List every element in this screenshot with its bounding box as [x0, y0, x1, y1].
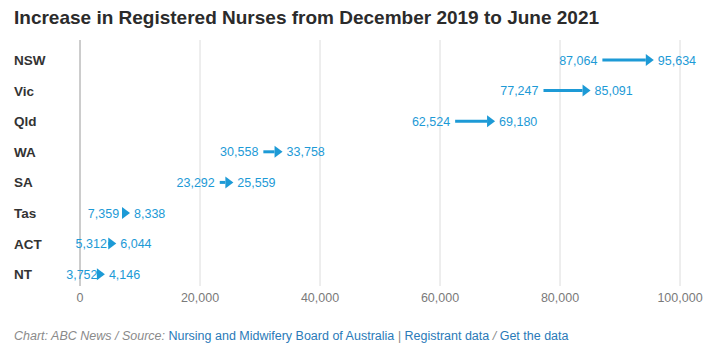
arrow-head [225, 176, 233, 188]
source-link[interactable]: Nursing and Midwifery Board of Australia [168, 329, 394, 343]
arrow-head [122, 207, 130, 219]
category-label: Qld [14, 114, 37, 129]
chart: Increase in Registered Nurses from Decem… [0, 0, 723, 351]
arrow-head [646, 54, 654, 66]
category-label: WA [14, 145, 36, 160]
arrow-shaft [543, 89, 582, 92]
grid-line [440, 40, 441, 286]
category-label: SA [14, 175, 33, 190]
arrow [455, 115, 495, 127]
data-label: 77,247 [500, 84, 538, 98]
data-label: 69,180 [499, 115, 537, 129]
category-label: Tas [14, 206, 36, 221]
category-label: NSW [14, 53, 46, 68]
tick-label: 100,000 [657, 291, 702, 305]
arrow [122, 207, 130, 219]
source: Chart: ABC News / Source: Nursing and Mi… [14, 329, 569, 343]
arrow [97, 268, 105, 280]
grid [80, 40, 680, 286]
arrow-shaft [263, 150, 274, 153]
arrows [97, 54, 654, 280]
data-label: 5,312 [76, 237, 107, 251]
data-label: 62,524 [412, 115, 450, 129]
arrow-shaft [455, 120, 487, 123]
source-link[interactable]: Get the data [500, 329, 569, 343]
category-label: ACT [14, 237, 42, 252]
arrow [543, 85, 590, 97]
arrow [108, 238, 116, 250]
arrow-head [275, 146, 283, 158]
category-label: NT [14, 267, 33, 282]
title: Increase in Registered Nurses from Decem… [14, 7, 599, 28]
category-label: Vic [14, 84, 35, 99]
arrow [220, 176, 234, 188]
data-label: 4,146 [109, 268, 140, 282]
source-text: / [489, 329, 499, 343]
data-label: 87,064 [559, 54, 597, 68]
tick-label: 80,000 [541, 291, 579, 305]
grid-line [680, 40, 681, 286]
data-label: 95,634 [658, 54, 696, 68]
arrow-head [583, 85, 591, 97]
data-label: 23,292 [177, 176, 215, 190]
arrow-head [108, 238, 116, 250]
data-label: 33,758 [287, 145, 325, 159]
data-labels: 87,064 95,634 77,247 85,091 62,524 69,180 30,5… [66, 54, 696, 282]
arrow-shaft [602, 59, 645, 62]
grid-line [200, 40, 201, 286]
data-label: 6,044 [120, 237, 151, 251]
data-label: 85,091 [595, 84, 633, 98]
data-label: 25,559 [237, 176, 275, 190]
data-label: 3,752 [66, 268, 97, 282]
tick-label: 20,000 [181, 291, 219, 305]
data-label: 8,338 [134, 207, 165, 221]
data-label: 7,359 [88, 207, 119, 221]
arrow-shaft [220, 181, 226, 184]
source-link[interactable]: Registrant data [404, 329, 489, 343]
arrow [263, 146, 282, 158]
grid-line [320, 40, 321, 286]
arrow [602, 54, 653, 66]
tick-label: 60,000 [421, 291, 459, 305]
arrow-head [97, 268, 105, 280]
source-text: | [394, 329, 404, 343]
grid-line [560, 40, 561, 286]
tick-label: 40,000 [301, 291, 339, 305]
tick-label: 0 [77, 291, 84, 305]
arrow-head [487, 115, 495, 127]
data-label: 30,558 [220, 145, 258, 159]
source-text: Chart: ABC News / Source: [14, 329, 168, 343]
